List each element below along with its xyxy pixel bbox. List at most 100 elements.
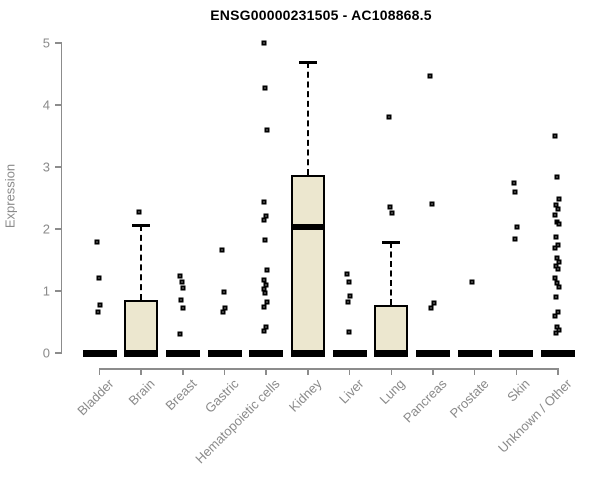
outlier-point — [264, 267, 270, 273]
outlier-point — [514, 224, 520, 230]
outlier-point — [261, 286, 267, 292]
x-axis-tick — [98, 368, 101, 375]
outlier-point — [178, 297, 184, 303]
outlier-point — [346, 279, 352, 285]
y-axis-tick — [55, 42, 62, 44]
outlier-point — [95, 309, 101, 315]
whisker-cap — [132, 223, 151, 227]
outlier-point — [553, 294, 559, 300]
outlier-point — [469, 279, 475, 285]
whisker-cap — [382, 240, 401, 244]
outlier-point — [552, 313, 558, 319]
zero-bar — [165, 349, 200, 357]
zero-bar — [415, 349, 450, 357]
x-axis-tick — [348, 368, 351, 375]
y-axis-tick — [55, 104, 62, 106]
outlier-point — [261, 304, 267, 309]
outlier-point — [554, 174, 560, 180]
zero-bar — [82, 349, 117, 357]
box-brain — [124, 300, 159, 353]
outlier-point — [136, 209, 142, 215]
outlier-point — [262, 290, 268, 296]
x-axis-tick — [182, 368, 184, 375]
outlier-point — [427, 73, 433, 79]
outlier-point — [261, 328, 267, 334]
y-axis-line — [60, 43, 62, 353]
outlier-point — [386, 114, 392, 120]
outlier-point — [180, 305, 186, 311]
outlier-point — [552, 245, 558, 251]
y-axis-tick — [55, 290, 62, 292]
y-tick-label: 2 — [42, 221, 50, 237]
outlier-point — [389, 210, 395, 216]
outlier-point — [180, 285, 186, 291]
outlier-point — [262, 237, 268, 243]
y-axis-tick — [55, 166, 62, 168]
outlier-point — [554, 280, 560, 286]
outlier-point — [553, 234, 559, 240]
box-lung — [374, 304, 409, 353]
zero-bar — [332, 349, 367, 357]
whisker-line — [306, 62, 309, 176]
outlier-point — [264, 299, 270, 305]
outlier-point — [512, 189, 518, 195]
y-axis-tick — [55, 228, 62, 230]
zero-bar — [124, 349, 159, 357]
x-axis-tick — [432, 368, 434, 375]
outlier-point — [262, 85, 268, 91]
x-axis-tick — [390, 368, 392, 375]
x-axis-tick — [557, 368, 559, 375]
outlier-point — [96, 275, 101, 281]
outlier-point — [344, 271, 350, 277]
outlier-point — [431, 300, 437, 306]
x-axis-tick — [515, 368, 518, 375]
outlier-point — [511, 180, 517, 186]
outlier-point — [261, 217, 267, 223]
outlier-point — [94, 239, 100, 245]
y-tick-label: 4 — [42, 97, 50, 113]
outlier-point — [556, 221, 562, 227]
outlier-point — [428, 305, 434, 311]
outlier-point — [221, 289, 227, 295]
outlier-point — [263, 324, 269, 330]
outlier-point — [177, 331, 183, 337]
outlier-point — [264, 127, 270, 133]
zero-bar — [290, 349, 325, 357]
median-line — [290, 224, 325, 231]
outlier-point — [219, 247, 225, 253]
outlier-point — [179, 279, 185, 285]
outlier-point — [261, 277, 267, 283]
whisker-line — [140, 225, 143, 301]
outlier-point — [177, 273, 183, 279]
y-tick-label: 1 — [42, 283, 50, 299]
whisker-cap — [298, 60, 317, 64]
chart-title: ENSG00000231505 - AC108868.5 — [210, 7, 432, 23]
x-axis-tick — [265, 368, 267, 375]
x-axis-tick — [140, 368, 142, 375]
zero-bar — [374, 349, 409, 357]
outlier-point — [97, 302, 103, 308]
outlier-point — [556, 284, 562, 290]
outlier-point — [429, 201, 435, 207]
outlier-point — [346, 329, 352, 335]
y-axis-tick — [55, 352, 62, 354]
outlier-point — [347, 293, 353, 299]
outlier-point — [263, 282, 269, 288]
whisker-line — [390, 242, 393, 305]
outlier-point — [220, 309, 226, 315]
y-tick-label: 3 — [42, 159, 50, 175]
y-axis-label: Expression — [2, 163, 18, 229]
box-kidney — [290, 175, 325, 353]
outlier-point — [387, 204, 393, 210]
y-tick-label: 0 — [42, 345, 50, 361]
zero-bar — [207, 349, 242, 357]
outlier-point — [552, 133, 558, 139]
outlier-point — [261, 40, 267, 46]
x-axis-tick — [307, 368, 309, 375]
outlier-point — [553, 330, 559, 336]
outlier-point — [556, 196, 562, 202]
outlier-point — [555, 206, 561, 212]
outlier-point — [261, 199, 267, 205]
zero-bar — [249, 349, 284, 357]
